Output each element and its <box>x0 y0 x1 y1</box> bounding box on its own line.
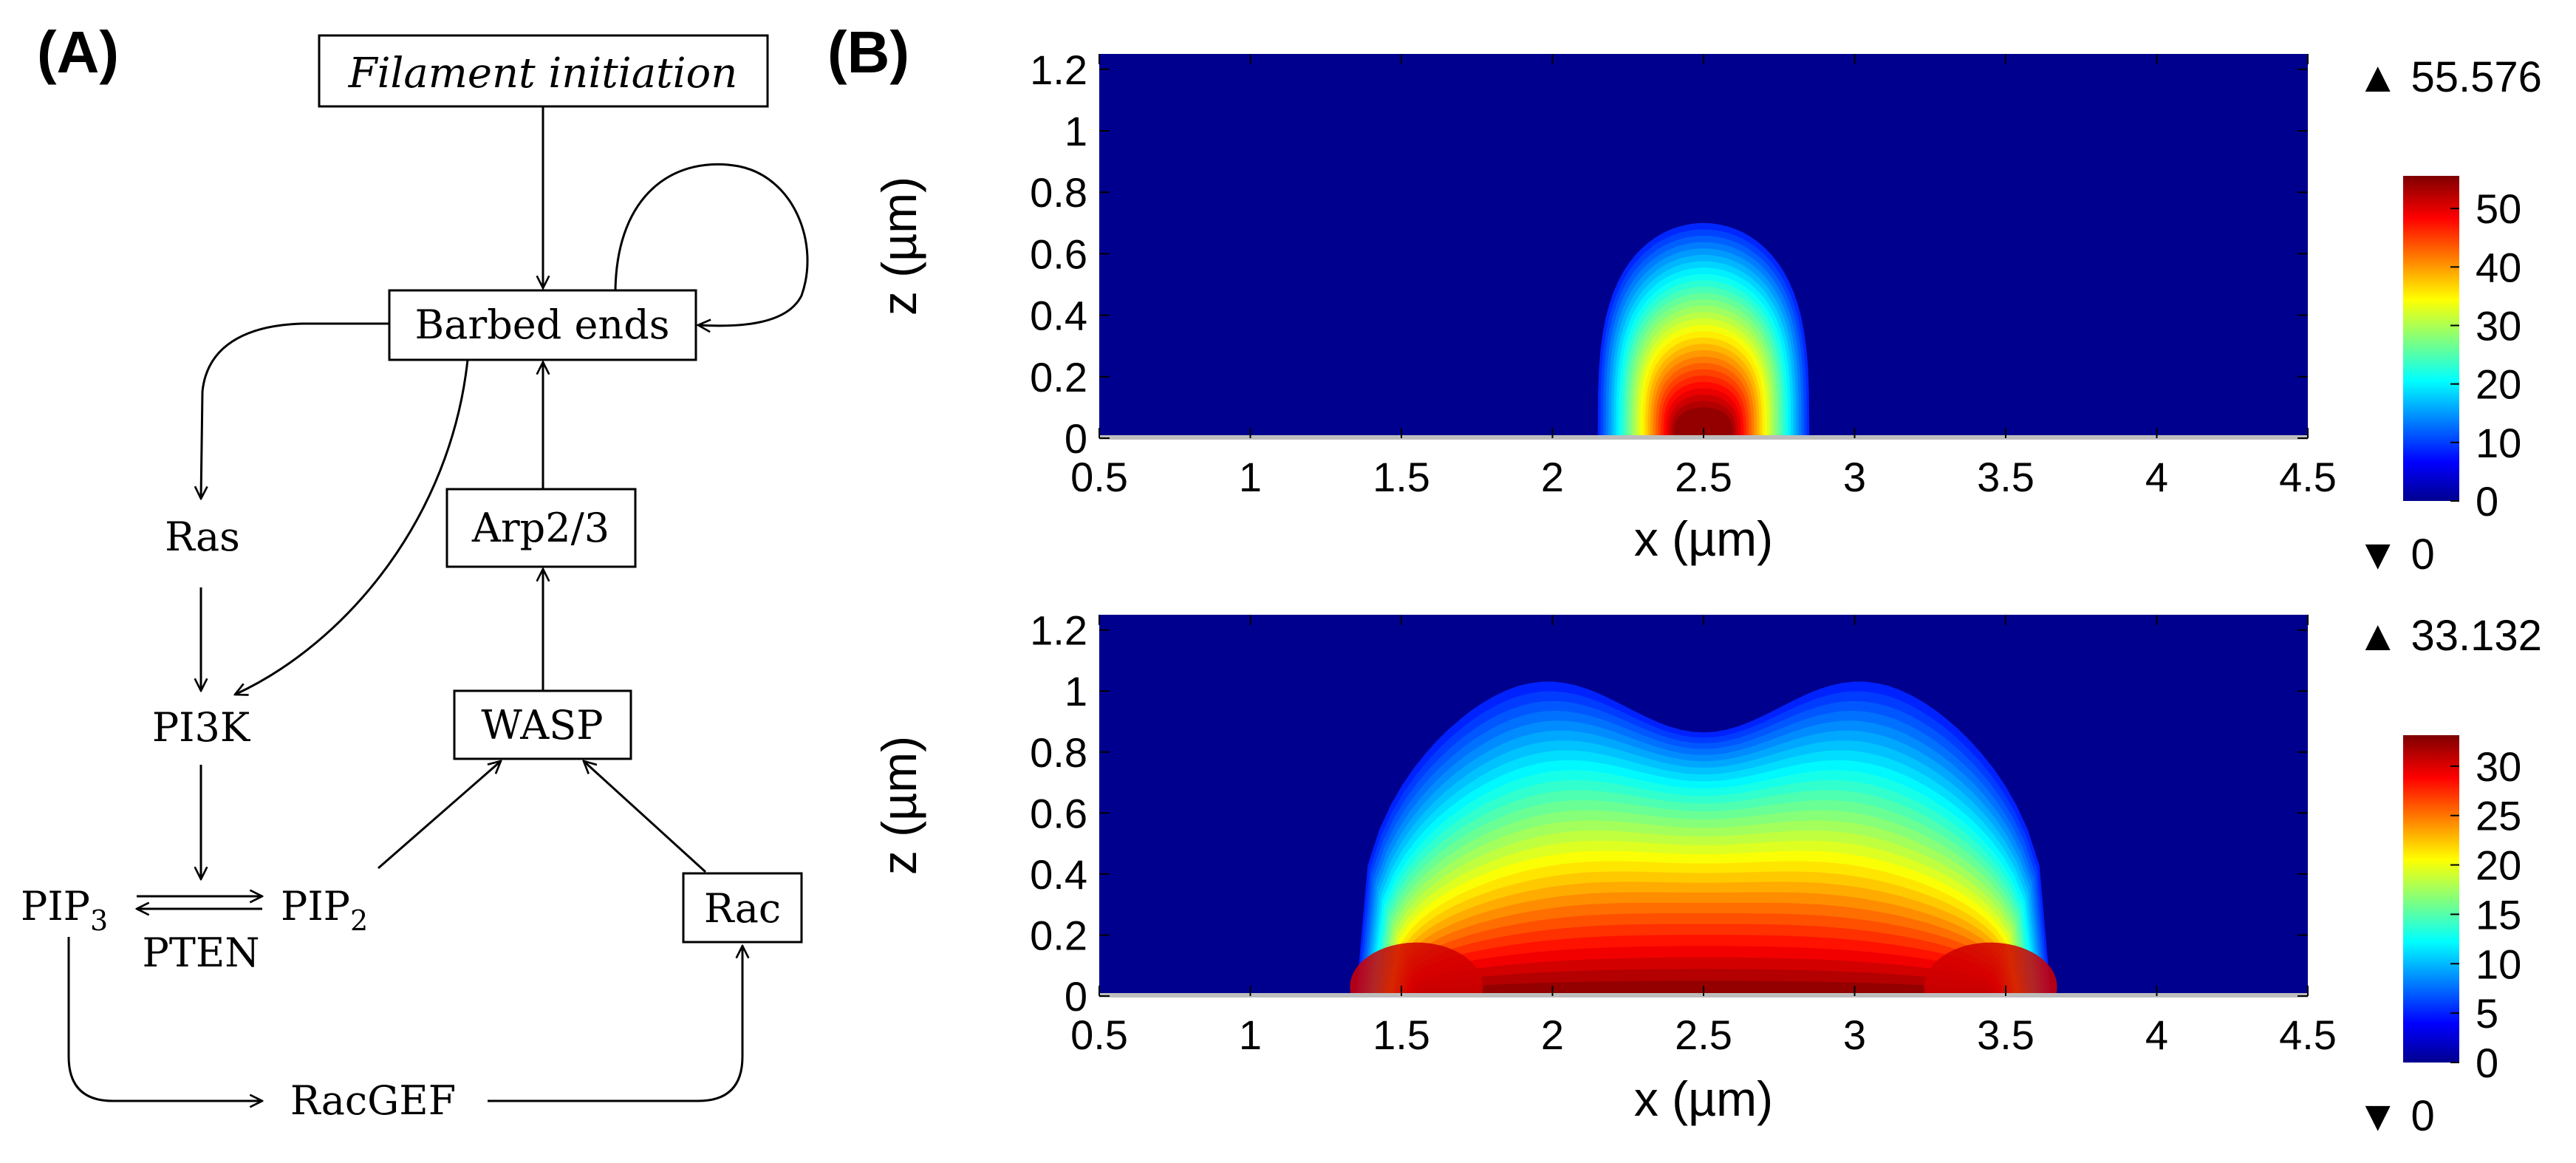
heatmap-top-ytick-label: 0.8 <box>1030 169 1087 216</box>
panel-b-label: (B) <box>827 19 909 85</box>
heatmap-top-ytick-label: 0.2 <box>1030 354 1087 400</box>
colorbar-top-min-label: ▼ 0 <box>2357 531 2435 579</box>
heatmap-bottom-xtick-label: 3 <box>1843 1012 1866 1058</box>
arrow-pip2-to-wasp <box>377 761 501 870</box>
barbed-ends-box <box>388 289 697 361</box>
heatmap-bottom-hotspot <box>1924 942 2057 996</box>
heatmap-bottom-xtick-label: 2.5 <box>1675 1012 1732 1058</box>
panel-b: (B) 0.5 1 1.5 2 2.5 3 3.5 4 4.5 0 0.2 0.4 0.6 0.8 1 1.2… <box>827 19 2542 1140</box>
heatmap-bottom-ytick-label: 0.8 <box>1030 729 1087 776</box>
heatmap-top-xtick-label: 3.5 <box>1977 454 2035 500</box>
heatmap-top: 0.5 1 1.5 2 2.5 3 3.5 4 4.5 0 0.2 0.4 0.6 0.8 1 1.2 x (… <box>872 47 2542 579</box>
heatmap-top-xtick-label: 1 <box>1239 454 1262 500</box>
colorbar-top-max-label: ▲ 55.576 <box>2357 53 2542 101</box>
arrow-barbed-self-loop <box>614 163 809 325</box>
heatmap-bottom-ytick-label: 0 <box>1065 973 1087 1020</box>
heatmap-top-field <box>1597 222 1810 438</box>
colorbar-top-tick-label: 10 <box>2476 420 2521 466</box>
pip2-label: PIP2 <box>281 883 368 937</box>
heatmap-top-ytick-label: 1 <box>1065 108 1087 154</box>
heatmap-bottom-xtick-label: 0.5 <box>1070 1012 1128 1058</box>
arp23-label: Arp2/3 <box>471 505 609 551</box>
arrow-barbed-to-ras <box>201 322 389 499</box>
heatmap-bottom-xtick-label: 3.5 <box>1977 1012 2035 1058</box>
heatmap-bottom-ytick-label: 0.2 <box>1030 912 1087 958</box>
colorbar-top-tick-label: 50 <box>2476 185 2521 232</box>
racgef-label: RacGEF <box>290 1077 456 1124</box>
heatmap-bottom-xtick-label: 1.5 <box>1373 1012 1430 1058</box>
heatmap-top-ytick-label: 1.2 <box>1030 47 1087 93</box>
arrow-racgef-to-rac <box>488 946 742 1102</box>
heatmap-top-band <box>1673 407 1734 438</box>
heatmap-top-xlabel: x (µm) <box>1634 511 1773 566</box>
pi3k-label: PI3K <box>152 704 251 751</box>
heatmap-top-xtick-label: 2 <box>1541 454 1564 500</box>
heatmap-bottom-ytick-label: 1.2 <box>1030 607 1087 654</box>
arrow-pip3-to-racgef <box>67 937 262 1101</box>
arp23-box <box>445 488 637 568</box>
heatmap-bottom-xtick-label: 2 <box>1541 1012 1564 1058</box>
pten-label: PTEN <box>142 930 259 976</box>
heatmap-top-xtick-label: 0.5 <box>1070 454 1128 500</box>
heatmap-bottom-axes: 0.5 1 1.5 2 2.5 3 3.5 4 4.5 0 0.2 0.4 0.6 0.8 1 1.2 <box>1030 607 2337 1058</box>
heatmap-top-xtick-label: 4.5 <box>2279 454 2337 500</box>
colorbar-bottom-tick-label: 10 <box>2476 941 2521 987</box>
arrow-rac-to-wasp <box>584 761 707 873</box>
heatmap-top-xtick-label: 2.5 <box>1675 454 1732 500</box>
barbed-ends-label: Barbed ends <box>415 301 670 348</box>
colorbar-bottom-tick-label: 25 <box>2476 793 2521 839</box>
heatmap-top-xtick-label: 3 <box>1843 454 1866 500</box>
rac-label: Rac <box>704 885 781 932</box>
panel-a: (A) Filament initiation Barbed ends Arp2… <box>21 19 809 1124</box>
colorbar-bottom-min-label: ▼ 0 <box>2357 1092 2435 1140</box>
pip3-label: PIP3 <box>21 883 108 937</box>
wasp-label: WASP <box>481 702 603 748</box>
heatmap-bottom: 0.5 1 1.5 2 2.5 3 3.5 4 4.5 0 0.2 0.4 0.6 0.8 1 1.2 x (… <box>872 607 2542 1140</box>
heatmap-bottom-xtick-label: 4 <box>2145 1012 2168 1058</box>
filament-initiation-label: Filament initiation <box>348 50 738 98</box>
heatmap-bottom-hotspot <box>1350 942 1483 996</box>
arrow-barbed-to-pi3k <box>235 359 469 695</box>
colorbar-top-tick-label: 0 <box>2476 478 2498 525</box>
colorbar-top-tick-label: 20 <box>2476 361 2521 408</box>
colorbar-bottom-tick-label: 30 <box>2476 743 2521 790</box>
colorbar-top-tick-label: 30 <box>2476 302 2521 349</box>
colorbar-top <box>2403 176 2459 501</box>
heatmap-top-xtick-label: 1.5 <box>1373 454 1430 500</box>
wasp-box <box>453 689 632 760</box>
heatmap-top-ytick-label: 0.6 <box>1030 231 1087 277</box>
colorbar-bottom-tick-label: 20 <box>2476 842 2521 889</box>
filament-initiation-box <box>318 34 769 108</box>
heatmap-bottom-ylabel: z (µm) <box>872 736 926 875</box>
network-arrows <box>67 106 809 1102</box>
heatmap-bottom-xtick-label: 1 <box>1239 1012 1262 1058</box>
colorbar-top-tick-label: 40 <box>2476 244 2521 290</box>
colorbar-bottom-tick-label: 5 <box>2476 990 2498 1037</box>
colorbar-top-ticks: 0 10 20 30 40 50 <box>2450 185 2521 525</box>
panel-a-label: (A) <box>37 19 119 85</box>
colorbar-bottom <box>2403 735 2459 1063</box>
colorbar-bottom-tick-label: 0 <box>2476 1040 2498 1086</box>
heatmap-bottom-xtick-label: 4.5 <box>2279 1012 2337 1058</box>
heatmap-bottom-field <box>1350 681 2057 996</box>
heatmap-top-ytick-label: 0.4 <box>1030 293 1087 339</box>
heatmap-top-ytick-label: 0 <box>1065 415 1087 462</box>
heatmap-bottom-xlabel: x (µm) <box>1634 1071 1773 1126</box>
heatmap-bottom-ytick-label: 0.6 <box>1030 790 1087 836</box>
ras-label: Ras <box>165 514 240 560</box>
heatmap-top-xtick-label: 4 <box>2145 454 2168 500</box>
colorbar-bottom-max-label: ▲ 33.132 <box>2357 612 2542 660</box>
rac-box <box>682 872 803 944</box>
heatmap-top-axes: 0.5 1 1.5 2 2.5 3 3.5 4 4.5 0 0.2 0.4 0.6 0.8 1 1.2 <box>1030 47 2337 500</box>
heatmap-bottom-ytick-label: 1 <box>1065 668 1087 714</box>
heatmap-top-ylabel: z (µm) <box>872 177 926 316</box>
colorbar-bottom-tick-label: 15 <box>2476 891 2521 938</box>
heatmap-bottom-ytick-label: 0.4 <box>1030 851 1087 898</box>
